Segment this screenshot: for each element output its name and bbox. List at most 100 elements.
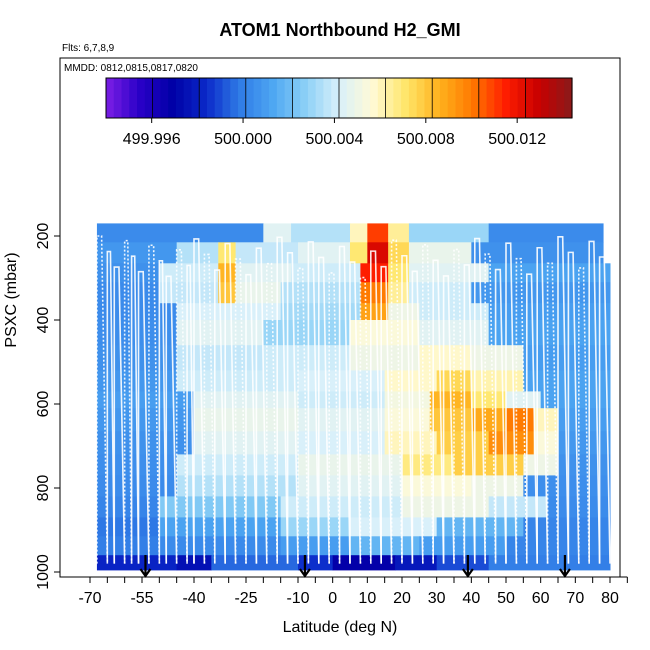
flight-profile <box>567 251 580 564</box>
x-tick-label: 20 <box>393 590 411 607</box>
flight-profile <box>255 247 268 564</box>
x-tick-label: -55 <box>130 590 153 607</box>
heatmap-cell <box>408 282 472 304</box>
y-tick-label: 400 <box>35 307 52 334</box>
x-axis-label: Latitude (deg N) <box>283 619 398 636</box>
flight-profile <box>422 244 434 564</box>
heatmap-cell <box>488 320 611 346</box>
flight-profile <box>349 261 362 564</box>
flight-profile <box>515 257 528 564</box>
flight-profile <box>370 250 382 564</box>
colorbar-swatch <box>564 78 573 118</box>
colorbar-swatch <box>113 78 123 118</box>
heatmap-cell <box>298 555 334 571</box>
heatmap-cell <box>96 345 178 371</box>
heatmap-cell <box>388 303 420 321</box>
heatmap-cell <box>506 391 542 409</box>
heatmap-cell <box>218 242 237 264</box>
flight-profile <box>175 249 188 564</box>
heatmap-cell <box>159 496 282 518</box>
colorbar-swatch <box>168 78 177 118</box>
colorbar-swatch <box>284 78 293 118</box>
heatmap-cell <box>235 282 282 304</box>
flight-profile <box>401 254 414 564</box>
heatmap-cell <box>280 282 361 304</box>
colorbar-swatch <box>439 78 449 118</box>
colorbar-swatch <box>525 78 534 118</box>
colorbar-swatch <box>370 78 379 118</box>
colorbar-swatch <box>191 78 200 118</box>
heatmap-cell <box>298 370 386 392</box>
heatmap-cell <box>471 345 524 371</box>
heatmap-cell <box>350 517 438 537</box>
x-tick-label: 30 <box>428 590 446 607</box>
y-tick-label: 200 <box>35 223 52 250</box>
flight-profile <box>390 239 403 564</box>
flight-profile <box>432 259 445 564</box>
heatmap-cell <box>291 223 351 243</box>
colorbar-swatch <box>214 78 224 118</box>
colorbar-swatch <box>269 78 278 118</box>
x-tick-label: 40 <box>462 590 480 607</box>
heatmap-cell <box>218 263 237 283</box>
heatmap-cell <box>159 536 282 556</box>
heatmap-cell <box>419 345 472 371</box>
flight-profile <box>276 236 289 564</box>
heatmap-cell <box>298 431 386 455</box>
y-axis-label: PSXC (mbar) <box>3 252 20 347</box>
heatmap-cell <box>298 242 351 264</box>
colorbar-swatch <box>416 78 426 118</box>
flight-profile <box>463 264 476 564</box>
colorbar-tick-label: 500.004 <box>306 131 364 148</box>
flight-profile <box>557 236 570 564</box>
colorbar-swatch <box>245 78 255 118</box>
flight-profile <box>113 266 126 564</box>
flight-profile <box>578 267 590 564</box>
flight-profile <box>318 256 330 564</box>
heatmap-cell <box>506 408 535 432</box>
colorbar-swatch <box>331 78 340 118</box>
flight-profile <box>598 256 611 564</box>
colorbar-swatch <box>276 78 286 118</box>
flight-profile <box>484 253 497 564</box>
flight-profile <box>148 244 161 564</box>
colorbar-swatch <box>432 78 441 118</box>
flight-profile <box>165 275 178 564</box>
flight-profile <box>130 255 140 564</box>
colorbar-swatch <box>160 78 169 118</box>
heatmap-cell <box>176 454 299 476</box>
heatmap-cell <box>408 242 472 264</box>
colorbar-swatch <box>253 78 262 118</box>
flight-profile <box>245 273 258 564</box>
heatmap-cell <box>471 408 507 432</box>
heatmap-cell <box>96 320 178 346</box>
heatmap-cell <box>218 282 237 304</box>
heatmap-cell <box>408 223 490 243</box>
colorbar-swatch <box>494 78 503 118</box>
heatmap-cell <box>96 242 178 264</box>
heatmap-cell <box>436 370 472 392</box>
flight-profile <box>106 250 116 564</box>
colorbar-swatch <box>455 78 464 118</box>
colorbar-swatch <box>377 78 387 118</box>
colorbar-swatch <box>486 78 495 118</box>
chart-title: ATOM1 Northbound H2_GMI <box>219 20 460 40</box>
colorbar-swatch <box>152 78 161 118</box>
flight-profile <box>286 252 299 564</box>
colorbar-swatch <box>222 78 231 118</box>
colorbar-swatch <box>540 78 550 118</box>
heatmap-cell <box>159 517 282 537</box>
heatmap-cell <box>533 408 559 432</box>
flight-profile <box>297 267 310 564</box>
flight-profile <box>453 248 466 564</box>
colorbar-swatch <box>144 78 154 118</box>
flight-profile <box>234 258 247 564</box>
flight-profile <box>137 270 150 564</box>
x-tick-label: -70 <box>78 590 101 607</box>
colorbar-swatch <box>238 78 247 118</box>
colorbar-swatch <box>509 78 519 118</box>
heatmap-cell <box>96 223 264 243</box>
heatmap-cell <box>436 517 524 537</box>
colorbar-swatch <box>121 78 130 118</box>
